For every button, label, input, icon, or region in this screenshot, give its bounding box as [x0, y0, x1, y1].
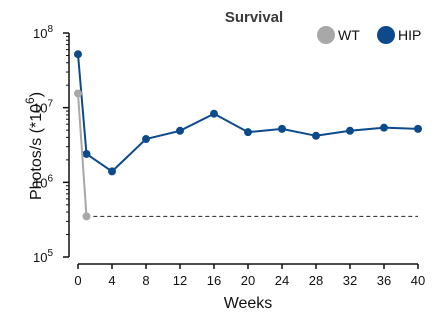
- series-line-wt: [77, 93, 88, 217]
- y-tick-label: 107: [33, 99, 53, 116]
- data-point-wt: [74, 89, 82, 98]
- x-axis-label: Weeks: [224, 295, 273, 312]
- x-tick-label: 8: [142, 273, 149, 288]
- data-point-hip: [346, 126, 354, 135]
- data-point-hip: [244, 128, 252, 137]
- x-tick-label: 4: [108, 273, 115, 288]
- legend-label-hip: HIP: [398, 27, 421, 43]
- data-point-hip: [380, 123, 388, 132]
- series-line-hip: [77, 54, 419, 173]
- y-tick-label: 108: [33, 24, 53, 41]
- y-axis-label: Photos/s (*106): [23, 92, 45, 200]
- x-tick-label: 40: [411, 273, 425, 288]
- axes: 105 106 107 108 0 4 8 12 16 20 24 28 32 36 40: [33, 24, 425, 288]
- data-point-hip: [414, 124, 422, 133]
- legend: WT HIP: [317, 26, 421, 44]
- data-point-hip: [278, 124, 286, 133]
- x-tick-label: 36: [377, 273, 391, 288]
- data-point-wt: [82, 212, 91, 221]
- y-tick-label: 106: [33, 173, 53, 190]
- data-point-hip: [108, 167, 116, 176]
- x-tick-label: 24: [275, 273, 289, 288]
- legend-label-wt: WT: [338, 27, 360, 43]
- data-point-hip: [210, 109, 218, 118]
- x-tick-label: 20: [241, 273, 255, 288]
- x-tick-label: 32: [343, 273, 357, 288]
- data-point-hip: [176, 126, 184, 135]
- x-tick-label: 12: [173, 273, 187, 288]
- data-point-hip: [74, 50, 82, 59]
- data-point-hip: [82, 149, 91, 158]
- legend-marker-wt: [317, 26, 335, 44]
- series-layer: [74, 50, 422, 221]
- data-point-hip: [312, 131, 320, 140]
- legend-marker-hip: [377, 26, 395, 44]
- y-tick-label: 105: [33, 248, 53, 265]
- x-tick-label: 28: [309, 273, 323, 288]
- x-tick-label: 16: [207, 273, 221, 288]
- x-tick-label: 0: [74, 273, 81, 288]
- data-point-hip: [142, 135, 150, 144]
- chart-title: Survival: [225, 9, 283, 26]
